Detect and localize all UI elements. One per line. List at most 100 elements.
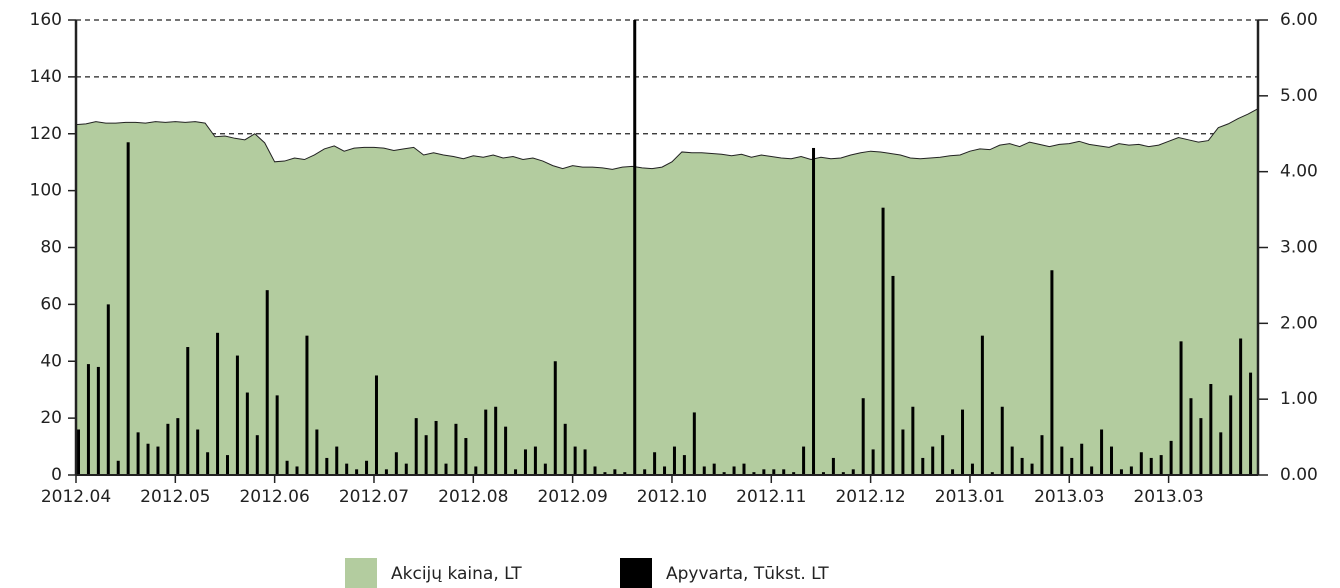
bar bbox=[1100, 429, 1104, 475]
bar bbox=[1149, 457, 1153, 475]
bar bbox=[623, 472, 627, 475]
bar bbox=[136, 432, 140, 475]
bar bbox=[712, 463, 716, 475]
bar bbox=[1219, 432, 1223, 475]
bar bbox=[1199, 418, 1203, 475]
bar bbox=[901, 429, 905, 475]
bar bbox=[196, 429, 200, 475]
bar bbox=[1040, 435, 1044, 475]
bar bbox=[1070, 457, 1074, 475]
bar bbox=[1000, 406, 1004, 475]
bar bbox=[692, 412, 696, 475]
bar bbox=[603, 472, 607, 475]
bar bbox=[722, 472, 726, 475]
bar bbox=[961, 409, 965, 475]
y-tick-label: 100 bbox=[30, 181, 62, 201]
bar bbox=[404, 463, 408, 475]
bar bbox=[533, 446, 537, 475]
bar bbox=[921, 457, 925, 475]
bar bbox=[1159, 455, 1163, 475]
bar bbox=[1020, 457, 1024, 475]
bar bbox=[1179, 341, 1183, 475]
bar bbox=[653, 452, 657, 475]
x-tick-label: 2012.04 bbox=[41, 487, 111, 507]
bar bbox=[305, 335, 309, 475]
bar bbox=[583, 449, 587, 475]
y-tick-label: 0 bbox=[51, 465, 62, 485]
y-tick-label: 60 bbox=[40, 294, 62, 314]
bar bbox=[77, 429, 80, 475]
y-tick-label: 80 bbox=[40, 238, 62, 258]
y2-tick-label: 4.00 bbox=[1280, 162, 1318, 182]
bar bbox=[245, 392, 249, 475]
bar bbox=[851, 469, 855, 475]
bar bbox=[682, 455, 686, 475]
bar bbox=[126, 142, 130, 475]
y-tick-label: 20 bbox=[40, 408, 62, 428]
bar bbox=[355, 469, 359, 475]
y2-tick-label: 6.00 bbox=[1280, 10, 1318, 30]
x-tick-label: 2012.10 bbox=[637, 487, 707, 507]
bar bbox=[812, 147, 816, 475]
bar bbox=[156, 446, 160, 475]
y-tick-label: 40 bbox=[40, 351, 62, 371]
bar bbox=[514, 469, 518, 475]
bar bbox=[216, 332, 220, 475]
bar bbox=[772, 469, 776, 475]
bar bbox=[970, 463, 974, 475]
y2-tick-label: 3.00 bbox=[1280, 238, 1318, 258]
bar bbox=[285, 460, 289, 475]
bar bbox=[384, 469, 388, 475]
bar bbox=[1090, 466, 1094, 475]
bar bbox=[841, 472, 845, 475]
bar bbox=[414, 418, 418, 475]
bar bbox=[543, 463, 547, 475]
bar bbox=[116, 460, 120, 475]
bar bbox=[672, 446, 676, 475]
legend-label: Apyvarta, Tūkst. LT bbox=[666, 564, 829, 584]
bar bbox=[1189, 398, 1193, 475]
bar bbox=[146, 443, 150, 475]
bar bbox=[424, 435, 428, 475]
bar bbox=[1060, 446, 1064, 475]
bar bbox=[325, 457, 329, 475]
bar bbox=[1249, 372, 1253, 475]
x-tick-label: 2012.12 bbox=[835, 487, 905, 507]
x-tick-label: 2013.03 bbox=[1133, 487, 1203, 507]
bar bbox=[861, 398, 865, 475]
y2-tick-label: 5.00 bbox=[1280, 86, 1318, 106]
bar bbox=[206, 452, 210, 475]
bar bbox=[941, 435, 945, 475]
x-tick-label: 2012.11 bbox=[736, 487, 806, 507]
bar bbox=[911, 406, 915, 475]
bar bbox=[752, 472, 756, 475]
x-tick-label: 2012.05 bbox=[140, 487, 210, 507]
bar bbox=[444, 463, 448, 475]
legend-swatch bbox=[345, 558, 377, 588]
bar bbox=[265, 290, 269, 475]
bar bbox=[821, 472, 825, 475]
bar bbox=[931, 446, 935, 475]
x-tick-label: 2012.08 bbox=[438, 487, 508, 507]
bar bbox=[792, 472, 796, 475]
bar bbox=[633, 20, 637, 475]
bar bbox=[394, 452, 398, 475]
bar bbox=[782, 469, 786, 475]
bar bbox=[494, 406, 498, 475]
bar bbox=[593, 466, 597, 475]
bar bbox=[225, 455, 229, 475]
bar bbox=[762, 469, 766, 475]
bar bbox=[613, 469, 617, 475]
bar bbox=[891, 275, 895, 475]
y-tick-label: 120 bbox=[30, 124, 62, 144]
bar bbox=[464, 438, 468, 475]
x-tick-label: 2012.09 bbox=[537, 487, 607, 507]
bar bbox=[831, 457, 835, 475]
bar bbox=[523, 449, 527, 475]
bar bbox=[742, 463, 746, 475]
x-tick-label: 2012.07 bbox=[339, 487, 409, 507]
bar bbox=[235, 355, 239, 475]
bar bbox=[1229, 395, 1233, 475]
y-tick-label: 140 bbox=[30, 67, 62, 87]
